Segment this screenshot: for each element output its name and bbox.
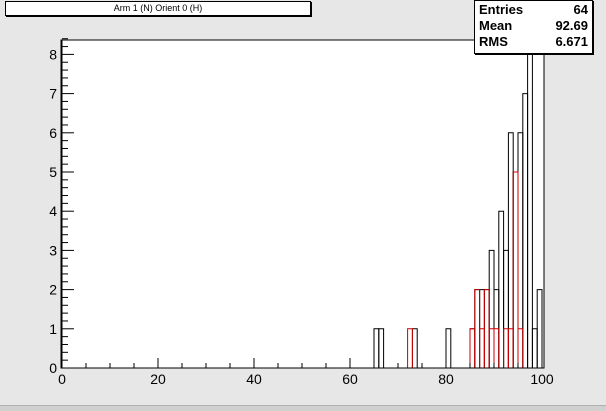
x-tick-label: 20 bbox=[150, 371, 166, 387]
y-tick-label: 6 bbox=[49, 125, 57, 141]
stats-label: Mean bbox=[479, 18, 513, 33]
histogram-bin-black bbox=[536, 289, 543, 368]
histogram-bin-red bbox=[407, 328, 413, 368]
stats-row-rms: RMS 6.671 bbox=[479, 34, 588, 50]
plot-frame bbox=[60, 39, 545, 369]
stats-value: 6.671 bbox=[555, 34, 588, 49]
stats-row-entries: Entries 64 bbox=[479, 2, 588, 18]
histogram-bin-black bbox=[378, 328, 385, 368]
y-tick-label: 1 bbox=[49, 321, 57, 337]
histogram-bin-black bbox=[445, 328, 452, 368]
axes-layer: 0 20 40 60 80 100 0 1 2 3 4 5 6 7 8 bbox=[49, 38, 554, 387]
stats-box: Entries 64 Mean 92.69 RMS 6.671 bbox=[474, 0, 593, 54]
y-tick-label: 8 bbox=[49, 46, 57, 62]
stats-value: 64 bbox=[573, 2, 588, 17]
histogram-bin-red bbox=[512, 171, 519, 368]
histogram-bin-red bbox=[517, 328, 524, 368]
status-strip bbox=[0, 405, 606, 411]
stats-label: Entries bbox=[479, 2, 524, 17]
x-tick-label: 80 bbox=[438, 371, 454, 387]
histogram-bin-red bbox=[493, 328, 500, 368]
y-tick-label: 2 bbox=[49, 282, 57, 298]
y-tick-label: 7 bbox=[49, 86, 57, 102]
x-tick-label: 60 bbox=[342, 371, 358, 387]
stats-row-mean: Mean 92.69 bbox=[479, 18, 588, 34]
y-tick-label: 5 bbox=[49, 164, 57, 180]
histogram-title: Arm 1 (N) Orient 0 (H) bbox=[5, 1, 311, 16]
stats-value: 92.69 bbox=[555, 18, 588, 33]
y-tick-label: 3 bbox=[49, 242, 57, 258]
y-tick-label: 0 bbox=[49, 360, 57, 376]
stats-label: RMS bbox=[479, 34, 508, 49]
histogram-bin-black bbox=[527, 53, 533, 368]
x-tick-label: 40 bbox=[246, 371, 262, 387]
x-tick-label: 100 bbox=[530, 371, 554, 387]
x-tick-label: 0 bbox=[58, 371, 66, 387]
y-tick-label: 4 bbox=[49, 203, 57, 219]
